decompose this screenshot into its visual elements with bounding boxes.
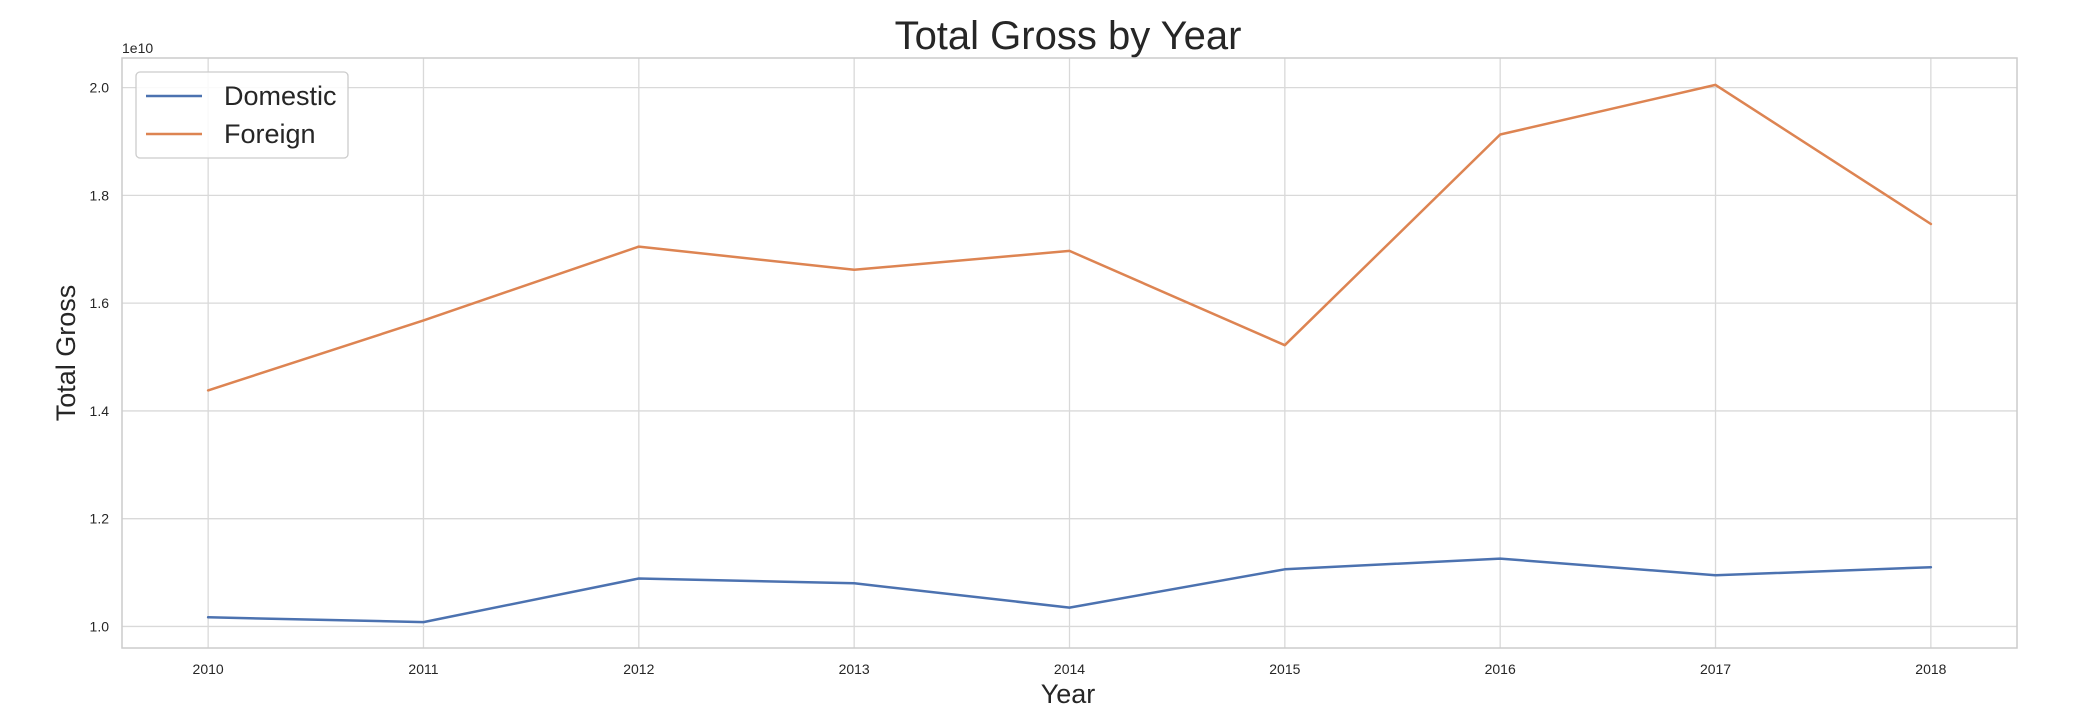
y-tick-label: 1.4 bbox=[90, 403, 110, 419]
y-tick-label: 1.0 bbox=[90, 618, 110, 634]
chart-title: Total Gross by Year bbox=[895, 14, 1242, 58]
legend-box bbox=[135, 71, 349, 159]
x-tick-label: 2017 bbox=[1700, 661, 1731, 677]
y-scale-exponent: 1e10 bbox=[122, 40, 153, 56]
x-tick-label: 2012 bbox=[623, 661, 654, 677]
x-tick-label: 2015 bbox=[1269, 661, 1300, 677]
legend-label-foreign: Foreign bbox=[224, 119, 316, 149]
grid-lines bbox=[122, 58, 2017, 648]
y-axis-label: Total Gross bbox=[51, 285, 81, 422]
series-line-foreign bbox=[206, 83, 1933, 392]
legend-label-domestic: Domestic bbox=[224, 81, 337, 111]
y-tick-label: 2.0 bbox=[90, 80, 110, 96]
x-tick-label: 2013 bbox=[839, 661, 870, 677]
tick-labels: 2010 2011 2012 2013 2014 2015 2016 2017 2018 1.0 1… bbox=[90, 80, 1947, 677]
series-line-domestic bbox=[206, 557, 1933, 624]
x-tick-label: 2016 bbox=[1485, 661, 1516, 677]
y-tick-label: 1.8 bbox=[90, 187, 110, 203]
x-axis-label: Year bbox=[1041, 679, 1096, 709]
y-tick-label: 1.2 bbox=[90, 511, 110, 527]
legend: Domestic Foreign bbox=[135, 71, 349, 159]
x-tick-label: 2010 bbox=[193, 661, 224, 677]
series-layer bbox=[206, 83, 1933, 624]
y-tick-label: 1.6 bbox=[90, 295, 110, 311]
x-tick-label: 2011 bbox=[408, 661, 438, 677]
x-tick-label: 2018 bbox=[1915, 661, 1946, 677]
plot-frame bbox=[121, 57, 2018, 649]
x-tick-label: 2014 bbox=[1054, 661, 1085, 677]
